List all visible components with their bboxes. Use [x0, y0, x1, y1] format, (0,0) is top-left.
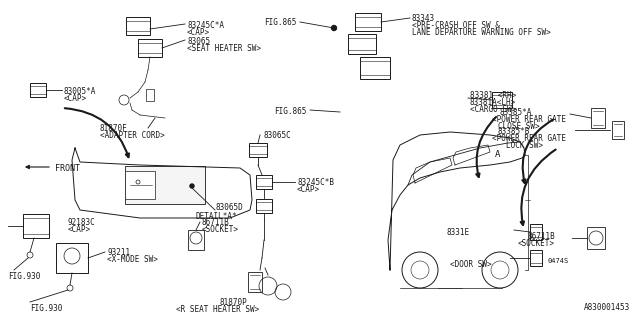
Text: <CAP>: <CAP> — [297, 185, 320, 194]
Text: 8331E: 8331E — [447, 228, 470, 237]
Text: 83381A<LH>: 83381A<LH> — [470, 98, 516, 107]
Bar — [360, 57, 390, 79]
Bar — [138, 39, 162, 57]
Bar — [248, 272, 262, 292]
Text: <X-MODE SW>: <X-MODE SW> — [107, 255, 158, 264]
Text: <CAP>: <CAP> — [68, 225, 91, 234]
Text: FIG.865: FIG.865 — [264, 18, 296, 27]
Text: <R SEAT HEATER SW>: <R SEAT HEATER SW> — [177, 305, 260, 314]
Text: 92183C: 92183C — [68, 218, 96, 227]
Bar — [125, 166, 205, 204]
Text: 83343: 83343 — [412, 14, 435, 23]
Bar — [492, 92, 512, 108]
Text: 86711B: 86711B — [202, 218, 230, 227]
Text: LANE DEPARTURE WARNING OFF SW>: LANE DEPARTURE WARNING OFF SW> — [412, 28, 551, 37]
Bar — [591, 108, 605, 128]
Text: FIG.930: FIG.930 — [8, 272, 40, 281]
Text: 93211: 93211 — [107, 248, 130, 257]
Text: 86711B: 86711B — [527, 232, 555, 241]
Bar — [612, 121, 624, 139]
Bar — [249, 143, 267, 157]
Bar — [30, 83, 46, 97]
Text: 83005*A: 83005*A — [64, 87, 97, 96]
Text: 83385*B: 83385*B — [498, 127, 531, 136]
Circle shape — [190, 184, 194, 188]
Text: 83245C*B: 83245C*B — [297, 178, 334, 187]
Text: <SOCKET>: <SOCKET> — [518, 239, 555, 248]
Text: <CAP>: <CAP> — [187, 28, 210, 37]
Bar — [126, 17, 150, 35]
Bar — [23, 214, 49, 238]
Bar — [146, 89, 154, 101]
Text: <ADAPTER CORD>: <ADAPTER CORD> — [100, 131, 164, 140]
Bar — [587, 227, 605, 249]
Bar — [530, 250, 542, 266]
Text: 83245C*A: 83245C*A — [187, 21, 224, 30]
Text: 81870F: 81870F — [100, 124, 128, 133]
Bar — [256, 199, 272, 213]
Text: <CARGO SW>: <CARGO SW> — [470, 105, 516, 114]
Text: FRONT: FRONT — [55, 164, 80, 173]
Text: FIG.930: FIG.930 — [30, 304, 62, 313]
Bar — [56, 243, 88, 273]
Bar — [125, 171, 155, 199]
Text: <SEAT HEATER SW>: <SEAT HEATER SW> — [187, 44, 261, 53]
Text: 0474S: 0474S — [548, 258, 569, 264]
Text: 83065C: 83065C — [263, 131, 291, 140]
Text: <PRE-CRASH OFF SW &: <PRE-CRASH OFF SW & — [412, 21, 500, 30]
Bar — [355, 13, 381, 31]
Text: <POWER REAR GATE: <POWER REAR GATE — [492, 115, 566, 124]
Text: 83381 <RH>: 83381 <RH> — [470, 91, 516, 100]
Text: 81870P: 81870P — [219, 298, 247, 307]
Bar — [256, 175, 272, 189]
Bar — [188, 230, 204, 250]
Text: <SOCKET>: <SOCKET> — [202, 225, 239, 234]
Bar — [348, 34, 376, 54]
Text: A830001453: A830001453 — [584, 303, 630, 312]
Bar — [530, 224, 542, 240]
Text: DETAIL*A*: DETAIL*A* — [195, 212, 237, 221]
Text: <DOOR SW>: <DOOR SW> — [450, 260, 492, 269]
Text: <POWER REAR GATE: <POWER REAR GATE — [492, 134, 566, 143]
Text: LOCK SW>: LOCK SW> — [506, 141, 543, 150]
Text: <CAP>: <CAP> — [64, 94, 87, 103]
Text: CLOSE SW>: CLOSE SW> — [498, 122, 540, 131]
Text: 83065D: 83065D — [215, 203, 243, 212]
Text: 83385*A: 83385*A — [500, 108, 532, 117]
Text: A: A — [495, 150, 500, 159]
Text: FIG.865: FIG.865 — [274, 107, 307, 116]
Text: 83065: 83065 — [187, 37, 210, 46]
Circle shape — [332, 26, 337, 30]
